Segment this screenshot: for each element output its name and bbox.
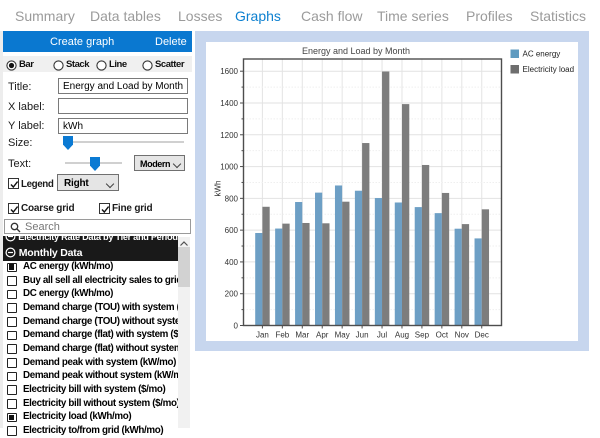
svg-text:Oct: Oct [436, 331, 449, 340]
svg-text:Sep: Sep [415, 331, 430, 340]
svg-text:Mar: Mar [295, 331, 309, 340]
svg-text:Electricity load: Electricity load [523, 65, 575, 74]
svg-text:800: 800 [225, 194, 239, 203]
svg-text:1600: 1600 [220, 67, 238, 76]
svg-text:May: May [335, 331, 350, 340]
svg-text:Energy and Load by Month: Energy and Load by Month [302, 46, 410, 56]
svg-text:Jun: Jun [356, 331, 369, 340]
svg-text:1400: 1400 [220, 99, 238, 108]
svg-text:Dec: Dec [475, 331, 489, 340]
svg-text:200: 200 [225, 290, 239, 299]
svg-text:400: 400 [225, 258, 239, 267]
svg-text:Jul: Jul [377, 331, 387, 340]
svg-text:Nov: Nov [455, 331, 469, 340]
svg-text:Apr: Apr [316, 331, 329, 340]
svg-text:Jan: Jan [256, 331, 269, 340]
svg-text:AC energy: AC energy [523, 50, 561, 59]
svg-text:0: 0 [234, 322, 239, 331]
svg-text:1200: 1200 [220, 131, 238, 140]
svg-text:kWh: kWh [214, 181, 223, 197]
svg-text:600: 600 [225, 226, 239, 235]
svg-text:1000: 1000 [220, 163, 238, 172]
svg-text:Feb: Feb [275, 331, 289, 340]
svg-text:Aug: Aug [395, 331, 409, 340]
